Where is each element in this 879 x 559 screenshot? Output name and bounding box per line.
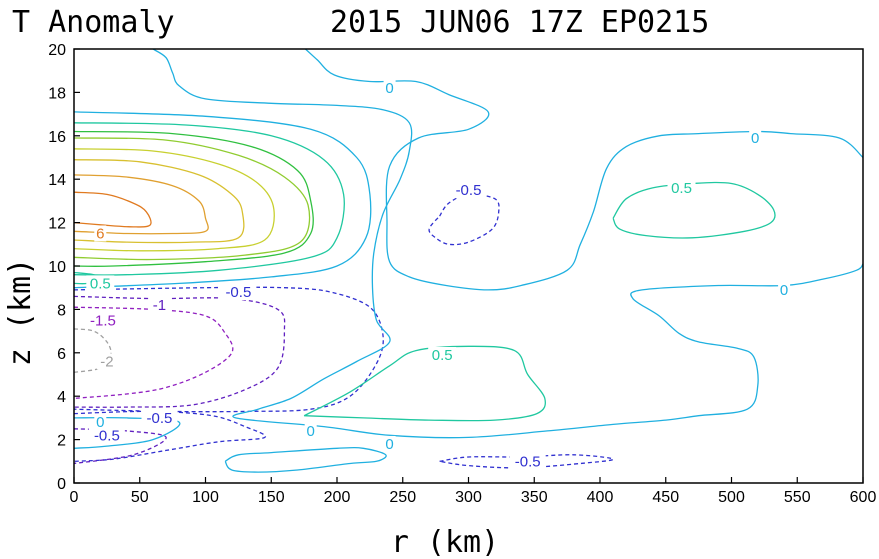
y-axis-ticks: 0 2 4 6 8 10 12 14 16 18 20 — [48, 42, 80, 493]
contour-line--1p5-11 — [73, 306, 234, 400]
chart-title-left: T Anomaly — [12, 5, 175, 40]
contour-line--0p5-19 — [428, 193, 500, 246]
contour-label-bg-12 — [141, 409, 178, 426]
contour-line--1-10 — [73, 295, 286, 408]
x-tick-label-450: 450 — [652, 489, 679, 506]
contour-label-bg-6 — [220, 284, 257, 301]
contour-line--0p5-9 — [73, 286, 384, 413]
y-tick-label-8: 8 — [57, 302, 66, 319]
y-tick-label-18: 18 — [48, 85, 66, 102]
y-tick-label-6: 6 — [57, 346, 66, 363]
contour-label-0: 0 — [385, 80, 393, 97]
contour-label-16: 0 — [307, 423, 315, 440]
contour-label-8: -1.5 — [90, 312, 116, 329]
contour-label-bg-4 — [94, 225, 107, 242]
contour-label-13: 0 — [96, 414, 104, 431]
contour-line-0-17 — [304, 48, 864, 291]
contour-line-0-7 — [73, 111, 372, 289]
y-tick-label-10: 10 — [48, 259, 66, 276]
contour-label-bg-8 — [84, 312, 121, 329]
contour-line-0-18 — [224, 446, 387, 473]
contour-line-3-3 — [73, 148, 275, 252]
contour-label-bg-1 — [450, 182, 487, 199]
y-tick-label-4: 4 — [57, 389, 66, 406]
contour-label-17: -0.5 — [515, 453, 541, 470]
y-tick-label-14: 14 — [48, 172, 66, 189]
contour-label-bg-14 — [88, 427, 125, 444]
x-tick-label-550: 550 — [784, 489, 811, 506]
y-axis-label: z (km) — [3, 258, 38, 366]
x-axis-ticks: 0 50 100 150 200 250 300 350 400 450 500 550 600 — [70, 477, 877, 506]
contour-line-6-0 — [73, 191, 152, 228]
contour-label-5: 0.5 — [90, 275, 111, 292]
contour-label-9: 0 — [780, 282, 788, 299]
y-tick-label-16: 16 — [48, 129, 66, 146]
x-tick-label-300: 300 — [455, 489, 482, 506]
contour-label-bg-0 — [383, 80, 396, 97]
contour-line-5-1 — [73, 174, 209, 235]
x-tick-label-250: 250 — [389, 489, 416, 506]
contour-label-bg-17 — [509, 453, 546, 470]
contour-label-3: 0.5 — [671, 180, 692, 197]
plot-frame — [73, 48, 864, 484]
x-tick-label-600: 600 — [850, 489, 877, 506]
contour-label-bg-16 — [304, 422, 317, 439]
x-tick-label-350: 350 — [521, 489, 548, 506]
contour-line-0p5-6 — [73, 122, 345, 276]
contour-label-2: 0 — [751, 130, 759, 147]
contour-label-11: 0.5 — [432, 347, 453, 364]
contour-label-6: -0.5 — [225, 284, 251, 301]
y-tick-label-20: 20 — [48, 42, 66, 59]
contour-label-bg-5 — [86, 275, 115, 292]
contour-label-4: 6 — [96, 225, 104, 242]
chart-title-right: 2015 JUN06 17Z EP0215 — [330, 5, 709, 40]
x-tick-label-50: 50 — [131, 489, 149, 506]
contour-line-0-16 — [152, 48, 864, 439]
y-tick-label-2: 2 — [57, 433, 66, 450]
x-axis-label: r (km) — [391, 525, 499, 559]
y-tick-label-12: 12 — [48, 216, 66, 233]
contour-line-2-4 — [73, 137, 311, 261]
contour-labels: 0-0.500.560.5-0.5-1-1.50-2 0.5-0.50-0.500… — [84, 80, 791, 470]
contour-line--0p5-22 — [439, 454, 614, 469]
x-tick-label-400: 400 — [587, 489, 614, 506]
contour-label-bg-2 — [749, 129, 762, 146]
contour-label-7: -1 — [153, 297, 166, 314]
contour-label-bg-11 — [428, 346, 457, 363]
contour-lines — [73, 48, 864, 473]
contour-line-0-15 — [73, 416, 181, 449]
x-tick-label-150: 150 — [258, 489, 285, 506]
y-tick-label-0: 0 — [57, 476, 66, 493]
contour-label-bg-3 — [667, 179, 696, 196]
contour-label-10: -2 — [100, 353, 113, 370]
contour-line-1-5 — [73, 130, 314, 267]
contour-label-bg-7 — [149, 297, 170, 314]
x-tick-label-200: 200 — [324, 489, 351, 506]
contour-label-12: -0.5 — [147, 410, 173, 427]
x-tick-label-500: 500 — [718, 489, 745, 506]
x-tick-label-0: 0 — [70, 489, 79, 506]
contour-label-bg-9 — [778, 281, 791, 298]
contour-label-1: -0.5 — [456, 182, 482, 199]
contour-line-0p5-20 — [612, 181, 776, 239]
contour-label-15: 0 — [385, 436, 393, 453]
contour-line-4-2 — [73, 159, 245, 244]
contour-line-0p5-21 — [303, 345, 547, 422]
contour-label-bg-13 — [94, 414, 107, 431]
x-tick-label-100: 100 — [192, 489, 219, 506]
contour-label-bg-10 — [96, 353, 117, 370]
contour-label-bg-15 — [383, 435, 396, 452]
contour-label-14: -0.5 — [94, 427, 120, 444]
